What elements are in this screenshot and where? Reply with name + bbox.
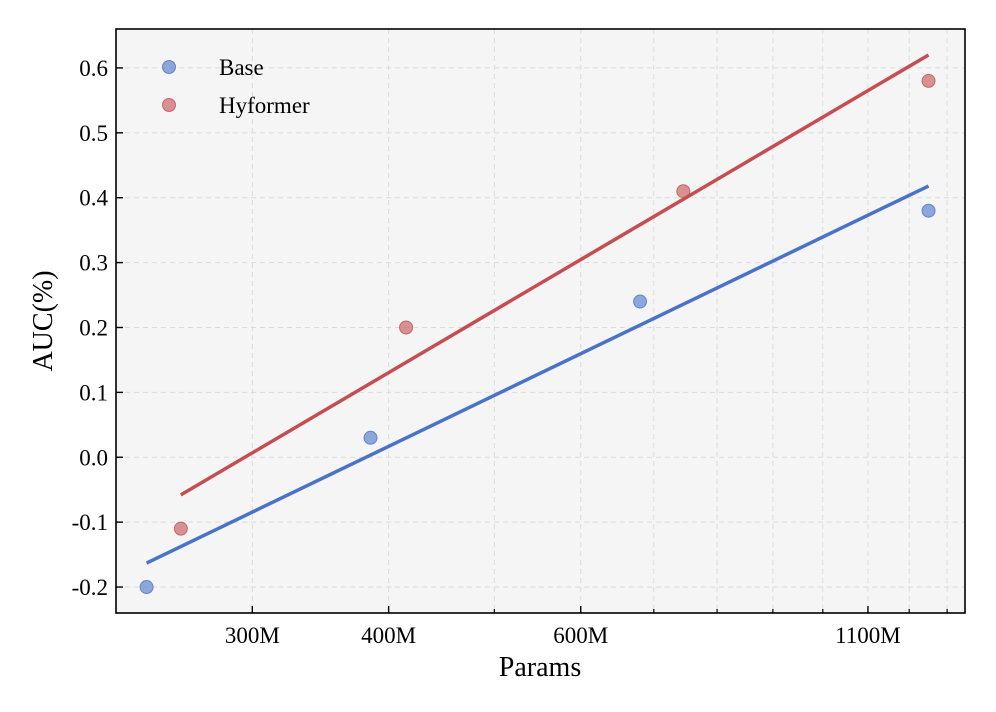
base-point [633, 294, 648, 309]
hyformer-legend-label: Hyformer [219, 93, 310, 118]
hyformer-legend-marker [162, 98, 176, 112]
y-tick-label: 0.2 [79, 315, 108, 340]
base-point [139, 580, 154, 595]
y-tick-label: 0.0 [79, 445, 108, 470]
grid [116, 29, 965, 613]
base-point [363, 430, 378, 445]
y-tick-label: -0.2 [72, 575, 108, 600]
base-legend-label: Base [219, 55, 264, 80]
hyformer-point [921, 73, 936, 88]
y-tick-label: 0.3 [79, 251, 108, 276]
plot-background [116, 29, 965, 613]
hyformer-trend-line [179, 53, 930, 497]
x-tick-label: 600M [553, 623, 608, 648]
data-points [139, 73, 936, 595]
plot-frame [115, 28, 966, 614]
y-tick-label: 0.5 [79, 121, 108, 146]
hyformer-point [676, 184, 691, 199]
x-tick-label: 400M [361, 623, 416, 648]
x-tick-label: 1100M [835, 623, 901, 648]
base-legend-marker [162, 60, 176, 74]
y-axis-title: AUC(%) [28, 270, 59, 371]
y-tick-label: 0.4 [79, 186, 108, 211]
y-tick-label: 0.1 [79, 380, 108, 405]
y-tick-label: 0.6 [79, 56, 108, 81]
x-axis-title: Params [499, 652, 581, 683]
trend-lines [145, 53, 930, 565]
axis-ticks: -0.2 -0.1 0.0 0.1 0.2 0.3 0.4 0.5 0.6 300M 400M 600… [72, 56, 948, 648]
base-point [921, 203, 936, 218]
hyformer-point [399, 320, 414, 335]
x-tick-label: 300M [225, 623, 280, 648]
y-tick-label: -0.1 [72, 510, 108, 535]
legend: Base Hyformer [162, 55, 310, 118]
base-trend-line [145, 184, 930, 565]
hyformer-point [173, 521, 188, 536]
